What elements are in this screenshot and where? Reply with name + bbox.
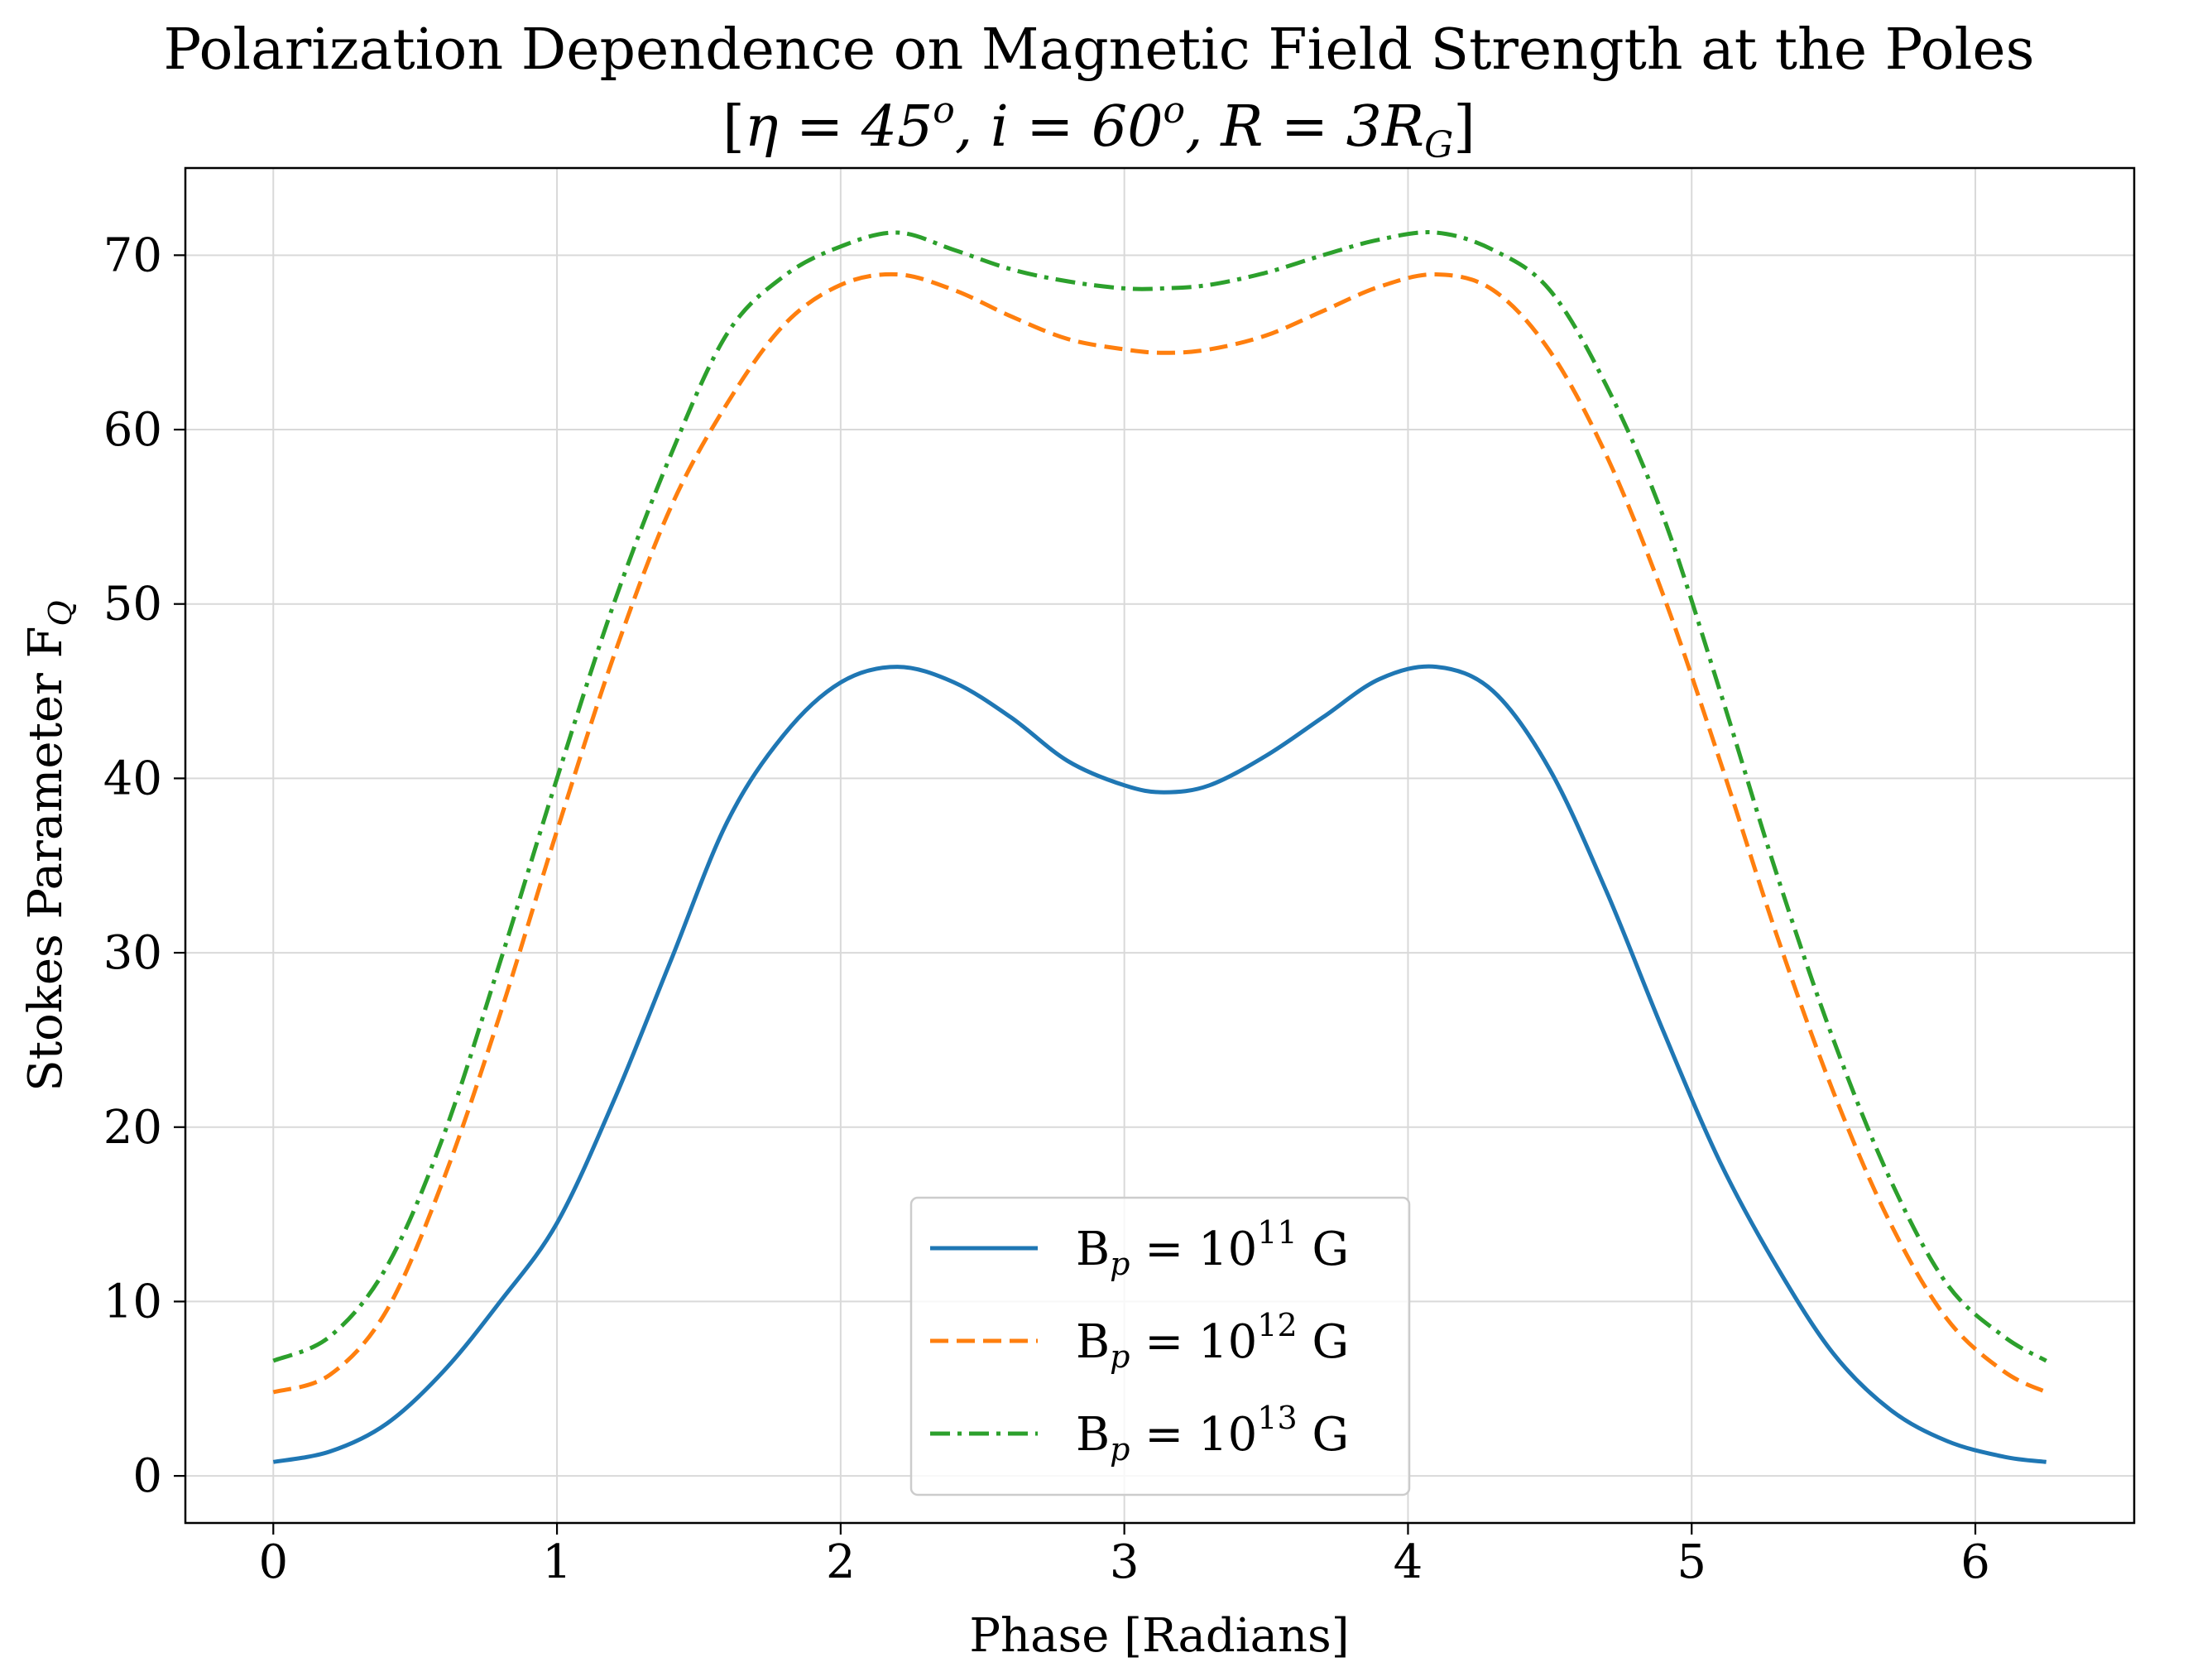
x-tick-label: 3 (1110, 1535, 1140, 1589)
x-tick-label: 5 (1677, 1535, 1706, 1589)
chart-title-line2: [η = 45o, i = 60o, R = 3RG] (722, 89, 1475, 166)
grid (185, 168, 2134, 1523)
title-i: , i = 60 (955, 94, 1164, 160)
series-line-3 (272, 230, 2047, 1363)
x-axis-label: Phase [Radians] (969, 1609, 1349, 1663)
plot-frame (184, 166, 2136, 1525)
legend-label-main: B (1076, 1315, 1110, 1369)
legend-label-mid: = 10 (1130, 1223, 1257, 1276)
y-axis: 0 10 20 30 40 50 60 70 (103, 228, 185, 1503)
x-tick-label: 0 (258, 1535, 288, 1589)
x-tick-label: 2 (826, 1535, 856, 1589)
legend-label-end: G (1298, 1223, 1350, 1276)
y-tick-label: 20 (103, 1101, 162, 1155)
legend-label-sup: 11 (1257, 1214, 1297, 1251)
legend-box (909, 1196, 1411, 1496)
legend-label-sub: p (1110, 1338, 1130, 1375)
legend-label-main: B (1076, 1408, 1110, 1462)
title-eta: η = 45 (745, 94, 933, 160)
legend-label-end: G (1298, 1315, 1350, 1369)
legend-label-mid: = 10 (1130, 1408, 1257, 1462)
y-axis-label-sub: Q (42, 600, 79, 626)
legend-label-2: Bp = 1012 G (1076, 1307, 1349, 1375)
y-tick-label: 10 (103, 1275, 162, 1328)
legend-label-1: Bp = 1011 G (1076, 1214, 1349, 1282)
legend: Bp = 1011 GBp = 1012 GBp = 1013 G (909, 1196, 1411, 1496)
x-tick-label: 4 (1394, 1535, 1423, 1589)
legend-label-sub: p (1110, 1246, 1130, 1282)
y-tick-label: 40 (103, 752, 162, 805)
y-tick-label: 60 (103, 403, 162, 457)
legend-label-mid: = 10 (1130, 1315, 1257, 1369)
title-close-bracket: ] (1453, 94, 1475, 160)
legend-label-main: B (1076, 1223, 1110, 1276)
y-tick-label: 70 (103, 228, 162, 282)
y-tick-label: 0 (132, 1449, 162, 1503)
x-tick-label: 6 (1960, 1535, 1990, 1589)
series-layer (272, 230, 2047, 1464)
y-tick-label: 50 (103, 578, 162, 632)
title-r: , R = 3R (1185, 94, 1424, 160)
legend-label-sub: p (1110, 1431, 1130, 1468)
series-line-1 (272, 664, 2047, 1464)
title-i-sup: o (1163, 89, 1185, 132)
series-line-2 (272, 271, 2047, 1395)
title-r-sub: G (1424, 124, 1453, 166)
legend-label-end: G (1298, 1408, 1350, 1462)
y-axis-label: Stokes Parameter FQ (19, 600, 79, 1091)
y-axis-label-main: Stokes Parameter F (19, 626, 73, 1091)
legend-label-3: Bp = 1013 G (1076, 1400, 1349, 1468)
legend-label-sup: 13 (1257, 1400, 1297, 1436)
title-open-bracket: [ (722, 94, 745, 160)
legend-items: Bp = 1011 GBp = 1012 GBp = 1013 G (930, 1214, 1349, 1468)
title-eta-sup: o (933, 89, 955, 132)
legend-label-sup: 12 (1257, 1307, 1297, 1343)
chart-title-line1: Polarization Dependence on Magnetic Fiel… (163, 17, 2034, 83)
x-tick-label: 1 (542, 1535, 572, 1589)
y-tick-label: 30 (103, 926, 162, 980)
x-axis: 0 1 2 3 4 5 6 (258, 1523, 1990, 1589)
